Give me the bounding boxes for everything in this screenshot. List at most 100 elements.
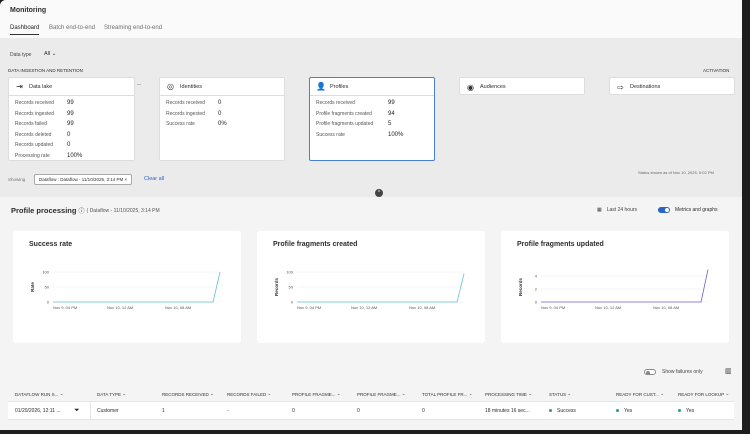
data-type-dropdown[interactable]: All ⌄ (44, 51, 56, 57)
section-title: Profile processing ⓘ (11, 206, 85, 215)
chart-card: Profile fragments created 0 50 100 Records No… (257, 231, 485, 343)
calendar-icon: ▦ (597, 207, 602, 213)
column-header[interactable]: READY FOR CUST... ⌄ (616, 389, 664, 399)
column-label: READY FOR CUST... (616, 391, 659, 397)
metric-value: 0 (218, 100, 222, 107)
metrics-toggle[interactable]: Metrics and graphs (658, 207, 718, 213)
info-icon[interactable]: ⓘ (78, 209, 85, 215)
data-type-label: Data type (10, 52, 32, 58)
tab-batch[interactable]: Batch end-to-end (49, 25, 96, 31)
table-cell: Customer (97, 402, 119, 419)
column-label: DATA TYPE (97, 391, 122, 397)
column-label: PROCESSING TIME (485, 391, 527, 397)
column-header[interactable]: DATA TYPE ⌄ (97, 389, 126, 399)
status-dot (678, 409, 681, 412)
metric-label: Success rate (166, 121, 195, 128)
card-destinations[interactable]: ⇨ Destinations (609, 77, 735, 95)
chart-title: Profile fragments updated (517, 241, 604, 248)
activation-label: ACTIVATION (703, 68, 730, 73)
y-tick-label: 50 (289, 285, 294, 290)
column-header[interactable]: PROCESSING TIME ⌄ (485, 389, 532, 399)
chart-card: Profile fragments updated 0 2 4 Records Nov 9… (501, 231, 729, 343)
column-header[interactable]: TOTAL PROFILE FR... ⌄ (422, 389, 472, 399)
tab-streaming[interactable]: Streaming end-to-end (104, 25, 163, 31)
metric-row: Records ingested 99 (9, 109, 134, 120)
y-tick-label: 100 (42, 270, 49, 275)
chevron-down-icon: ⌄ (59, 391, 64, 396)
column-header[interactable]: PROFILE FRAGME... ⌄ (292, 389, 341, 399)
metric-label: Records deleted (15, 131, 52, 138)
column-label: RECORDS FAILED (227, 391, 267, 397)
chart-title: Success rate (29, 241, 73, 248)
metric-label: Profile fragments updated (316, 121, 374, 128)
metric-label: Records ingested (15, 110, 54, 117)
column-header[interactable]: DATAFLOW RUN S... ⌄ (15, 389, 63, 399)
card-title: Identities (180, 83, 203, 90)
table-cell: 0 (422, 402, 425, 419)
column-header[interactable]: PROFILE FRAGME... ⌄ (357, 389, 406, 399)
column-header[interactable]: READY FOR LOOKUP ⌄ (678, 389, 729, 399)
cell-value: 1 (162, 407, 165, 414)
chevron-down-icon: ⌄ (267, 391, 272, 396)
metric-label: Records received (15, 100, 54, 107)
metric-row: Records updated 0 (9, 140, 134, 151)
metric-row: Records received 99 (310, 98, 434, 109)
cell-value: 18 minutes 16 sec... (485, 407, 530, 414)
chevron-down-icon: ⌄ (567, 391, 572, 396)
section-label: DATA INGESTION AND RETENTION (8, 68, 83, 73)
card-audiences[interactable]: ◉ Audiences (459, 77, 585, 95)
chevron-down-icon: ⌄ (210, 391, 214, 396)
metric-value: 0 (67, 131, 71, 138)
identity-icon: ◎ (167, 82, 174, 91)
column-header[interactable]: STATUS ⌄ (549, 389, 571, 399)
chevron-down-icon: ⌄ (336, 391, 341, 396)
table-cell: 1 (162, 402, 165, 419)
column-header[interactable]: RECORDS RECEIVED ⌄ (162, 389, 214, 399)
tab-dashboard[interactable]: Dashboard (10, 25, 40, 35)
card-title: Audiences (480, 84, 506, 90)
toggle-switch[interactable] (658, 207, 670, 213)
metric-row: Profile fragments created 94 (310, 109, 434, 120)
table-cell: 18 minutes 16 sec... (485, 402, 530, 419)
metric-row: Records ingested 0 (160, 109, 284, 120)
metric-row: Success rate 100% (310, 130, 434, 141)
status-dot (549, 409, 552, 412)
close-icon[interactable]: × (124, 177, 128, 182)
card-data-lake[interactable]: ⇥ Data lake Records received 99 Records inge… (8, 77, 135, 161)
chevron-down-icon: ⌄ (725, 391, 730, 396)
metric-row: Processing rate 100% (9, 151, 134, 162)
audience-icon: ◉ (467, 82, 474, 92)
metric-label: Records ingested (166, 110, 205, 117)
column-settings-icon[interactable]: ▥ (725, 368, 732, 375)
collapse-icon[interactable]: ^ (375, 189, 383, 197)
chevron-down-icon: ⌄ (401, 391, 406, 396)
card-title: Destinations (630, 84, 661, 90)
metric-value: 100% (67, 152, 83, 159)
table-row[interactable]: 01/20/2026, 12:11 ... Customer 1 - 0 0 0 18 min… (8, 401, 734, 420)
table-cell: - (227, 402, 229, 419)
dataflow-filter-chip[interactable]: Dataflow : Dataflow - 11/10/2025, 3:14 P… (34, 174, 133, 185)
dataflow-subtitle: | Dataflow - 11/10/2025, 3:14 PM (87, 208, 160, 214)
column-header[interactable]: RECORDS FAILED ⌄ (227, 389, 271, 399)
y-axis-label: Rate (30, 282, 35, 292)
metric-value: 99 (67, 110, 74, 117)
table-header: DATAFLOW RUN S... ⌄ DATA TYPE ⌄ RECORDS RE… (8, 389, 734, 399)
show-failures-toggle[interactable]: Show failures only (644, 369, 703, 375)
cell-value: Yes (624, 407, 633, 414)
series-line (541, 269, 709, 303)
filter-icon[interactable]: ⏷ (74, 406, 80, 414)
card-profiles[interactable]: 👤 Profiles Records received 99 Profile fragm… (309, 77, 435, 161)
table-cell: 0 (357, 402, 360, 419)
card-identities[interactable]: ◎ Identities Records received 0 Records inge… (159, 77, 285, 161)
date-range-button[interactable]: ▦ Last 24 hours (597, 207, 637, 213)
toggle-switch[interactable] (644, 369, 656, 375)
title-text: Profile processing (11, 206, 77, 215)
x-tick-label: Nov 10, 12 AM (595, 305, 621, 310)
cell-value: Customer (97, 407, 119, 414)
metric-row: Records received 0 (160, 98, 284, 109)
series-line (297, 273, 465, 303)
column-label: STATUS (549, 391, 567, 397)
table-cell: 0 (292, 402, 295, 419)
x-tick-label: Nov 10, 08 AM (409, 305, 435, 310)
clear-all-link[interactable]: Clear all (144, 176, 165, 182)
